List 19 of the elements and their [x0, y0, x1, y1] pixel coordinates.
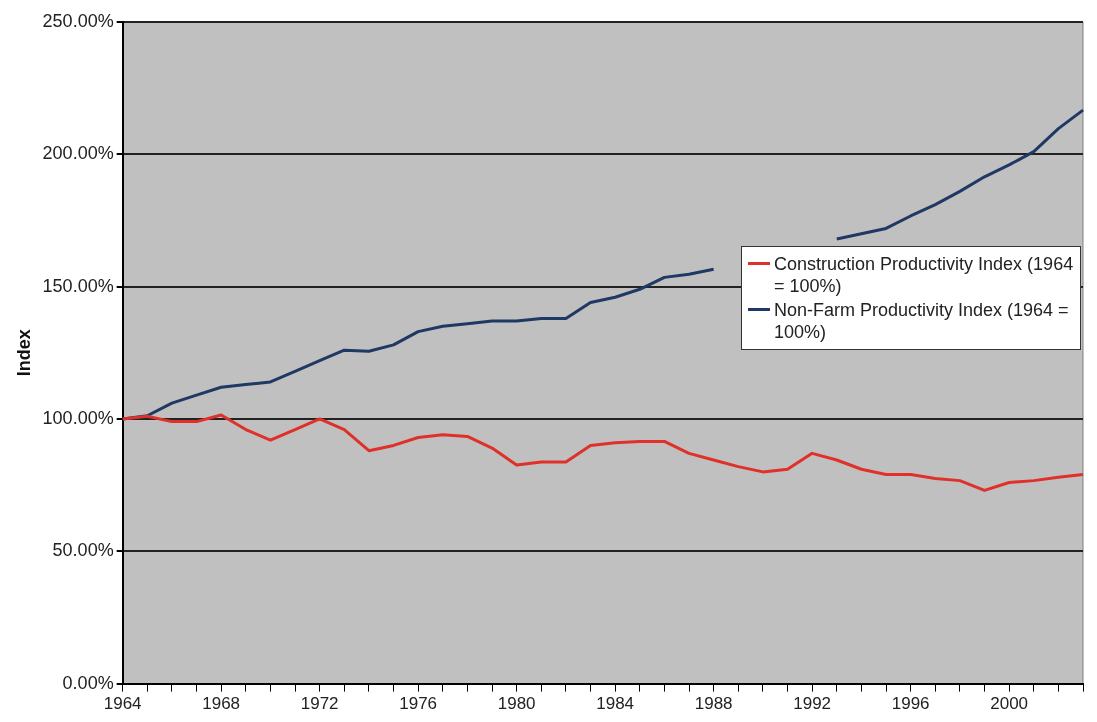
x-tick-label: 2000 [990, 694, 1029, 714]
legend-label: Construction Productivity Index (1964 = 100%) [774, 253, 1074, 297]
x-tick-label: 1968 [202, 694, 241, 714]
y-tick-label: 200.00% [42, 143, 114, 164]
x-tick-label: 1964 [103, 694, 142, 714]
y-tick-label: 100.00% [42, 407, 114, 428]
y-tick-label: 150.00% [42, 275, 114, 296]
x-tick-label: 1988 [694, 694, 733, 714]
x-tick-label: 1980 [497, 694, 536, 714]
x-tick-label: 1996 [891, 694, 930, 714]
y-tick-label: 250.00% [42, 10, 114, 31]
y-axis-title: Index [13, 329, 34, 377]
x-tick-label: 1972 [300, 694, 339, 714]
x-tick-label: 1992 [793, 694, 832, 714]
y-tick-label: 0.00% [62, 672, 114, 693]
x-tick-label: 1984 [596, 694, 635, 714]
x-tick-label: 1976 [399, 694, 438, 714]
y-tick-label: 50.00% [52, 540, 114, 561]
legend-label: Non-Farm Productivity Index (1964 = 100%) [774, 299, 1070, 343]
